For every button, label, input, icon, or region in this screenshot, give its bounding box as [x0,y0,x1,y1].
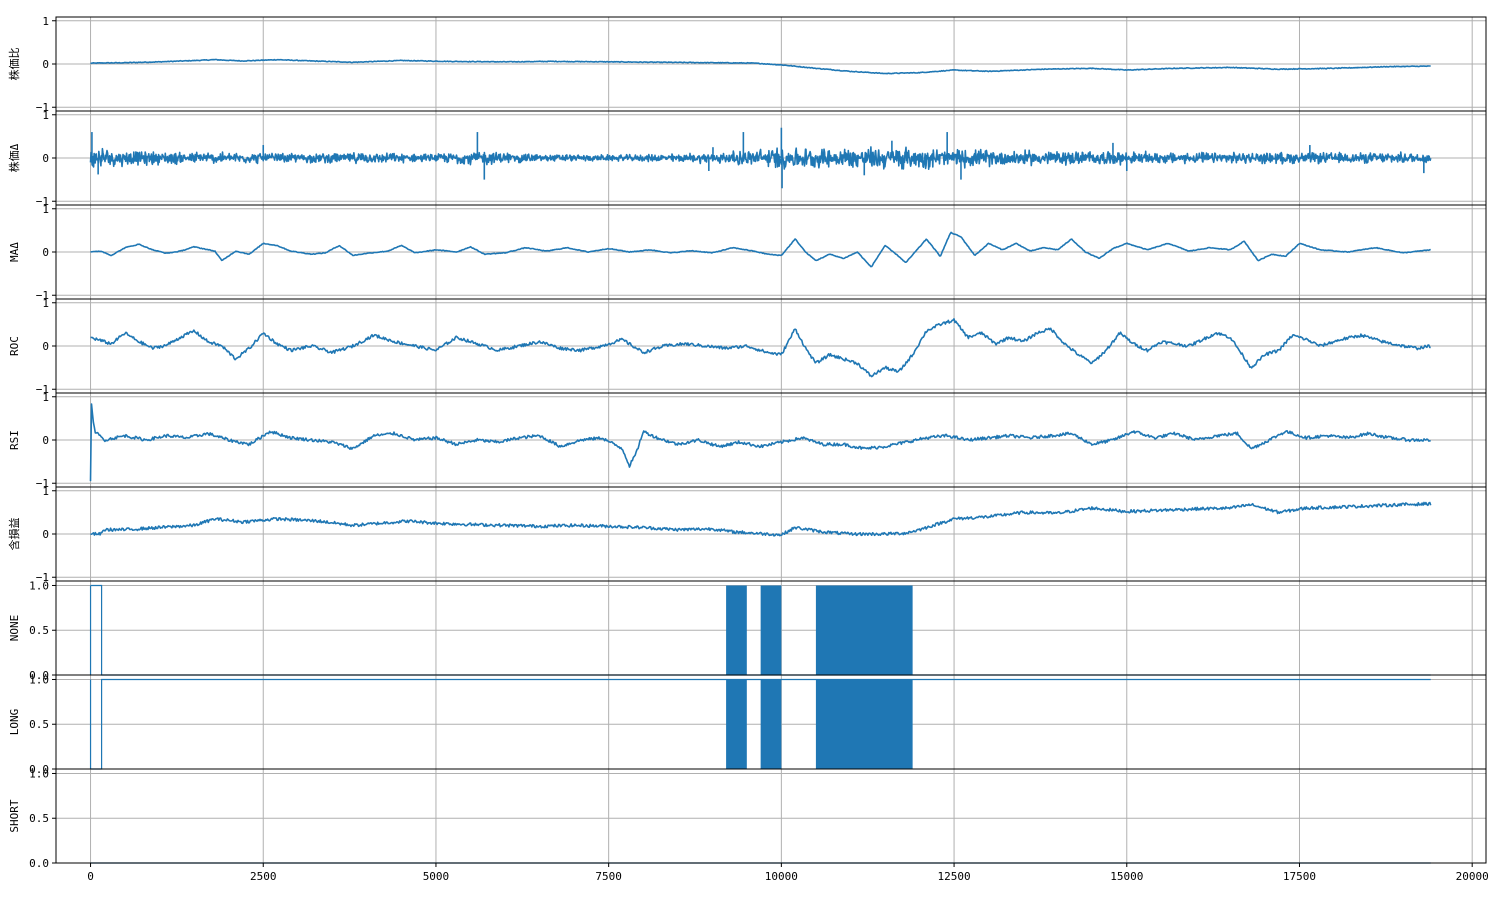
x-tick-label: 0 [87,870,94,883]
panel-frame [55,768,1487,864]
y-tick-label: 0.5 [29,812,49,825]
series-line-RSI [89,403,1431,482]
panel-NONE: 0.0 0.5 1.0 NONE [8,579,1487,682]
y-tick-label: 1 [42,109,49,122]
panel-RSI: −1 0 1 RSI [8,391,1487,490]
y-tick-label: 0.5 [29,624,49,637]
y-tick-label: −1 [36,477,49,490]
switching-block [726,585,747,675]
y-tick-label: 0 [42,152,49,165]
y-tick-label: 0 [42,246,49,259]
series-line-株価Δ [89,146,1432,170]
switching-block [815,679,913,769]
y-tick-label: −1 [36,195,49,208]
panel-株価比: −1 0 1 株価比 [7,15,1487,114]
x-tick-label: 5000 [423,870,450,883]
y-axis-label: 含損益 [7,518,21,551]
y-axis-label: ROC [8,336,21,356]
switching-block [760,679,782,769]
panel-含損益: −1 0 1 含損益 [7,485,1487,584]
x-tick-label: 12500 [938,870,971,883]
x-tick-label: 10000 [765,870,798,883]
y-tick-label: −1 [36,571,49,584]
panels: −1 0 1 株価比 −1 0 1 株価Δ −1 0 1 MAΔ −1 0 1 ROC −1 0 1 RSI −1 0 1 含… [7,15,1487,870]
y-tick-label: 1 [42,297,49,310]
x-tick-label: 7500 [595,870,622,883]
x-axis: 0 2500 5000 7500 10000 12500 15000 17500 20000 [87,863,1489,883]
y-tick-label: 0 [42,58,49,71]
y-tick-label: 1.0 [29,767,49,780]
y-tick-label: 0.5 [29,718,49,731]
y-axis-label: 株価比 [7,48,21,81]
switching-block [815,585,913,675]
panel-LONG: 0.0 0.5 1.0 LONG [8,673,1487,776]
y-tick-label: 1 [42,391,49,404]
y-tick-label: 0 [42,434,49,447]
y-tick-label: 0.0 [29,763,49,776]
y-tick-label: 1.0 [29,673,49,686]
panel-株価Δ: −1 0 1 株価Δ [7,109,1487,208]
series-line-MAΔ [90,231,1431,268]
x-tick-label: 2500 [250,870,277,883]
y-tick-label: 1 [42,15,49,28]
y-axis-label: LONG [8,709,21,736]
y-tick-label: −1 [36,101,49,114]
y-tick-label: 1.0 [29,579,49,592]
y-axis-label: 株価Δ [7,143,21,172]
y-axis-label: RSI [8,430,21,450]
y-axis-label: MAΔ [8,242,21,262]
switching-block [760,585,782,675]
x-tick-label: 20000 [1456,870,1489,883]
y-tick-label: 0 [42,528,49,541]
panel-ROC: −1 0 1 ROC [8,297,1487,396]
series-line-含損益 [90,501,1432,537]
y-tick-label: 0.0 [29,669,49,682]
switching-block [726,679,747,769]
y-tick-label: −1 [36,383,49,396]
y-tick-label: 1 [42,203,49,216]
y-axis-label: SHORT [8,799,21,832]
panel-SHORT: 0.0 0.5 1.0 SHORT [8,767,1487,870]
y-tick-label: −1 [36,289,49,302]
y-tick-label: 1 [42,485,49,498]
x-tick-label: 17500 [1283,870,1316,883]
y-tick-label: 0 [42,340,49,353]
series-line-株価比 [90,58,1431,75]
x-tick-label: 15000 [1110,870,1143,883]
series-line-ROC [90,318,1431,378]
y-axis-label: NONE [8,615,21,642]
y-tick-label: 0.0 [29,857,49,870]
panel-MAΔ: −1 0 1 MAΔ [8,203,1487,302]
